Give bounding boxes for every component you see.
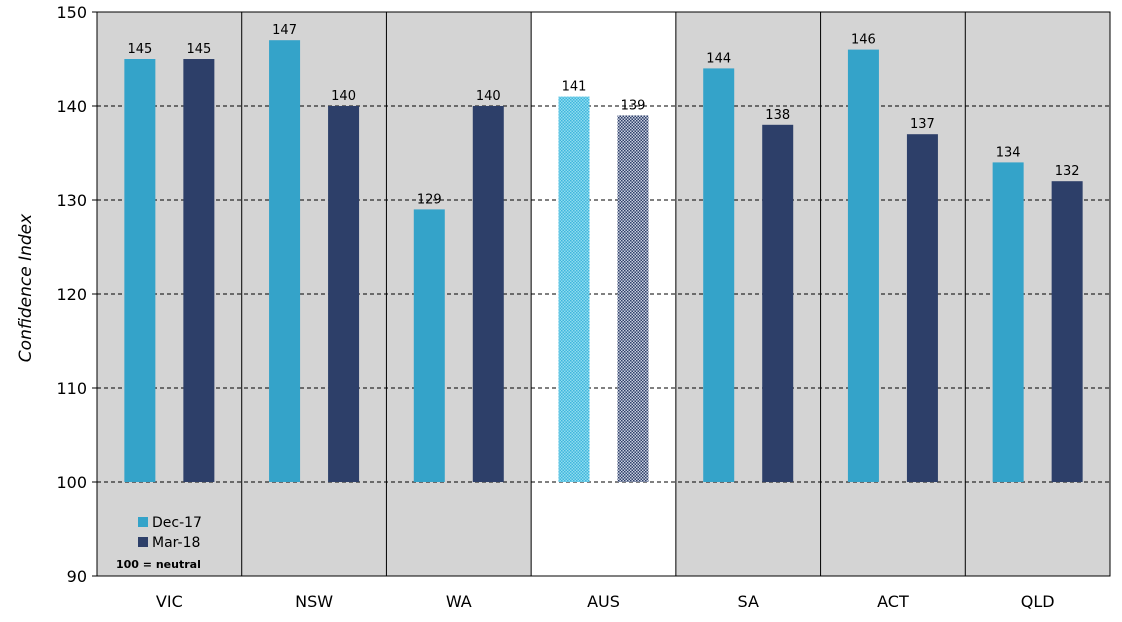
y-tick-label-90: 90 xyxy=(67,567,87,586)
legend-label-dec-17: Dec-17 xyxy=(152,515,202,531)
bar-wa-mar-18 xyxy=(472,106,504,482)
data-label-qld-mar-18: 132 xyxy=(1055,164,1080,179)
y-tick-label-100: 100 xyxy=(56,473,87,492)
bar-nsw-mar-18 xyxy=(328,106,360,482)
y-tick-label-150: 150 xyxy=(56,3,87,22)
bar-act-mar-18 xyxy=(906,134,938,482)
category-label-nsw: NSW xyxy=(295,592,333,611)
data-label-wa-dec-17: 129 xyxy=(417,192,442,207)
legend-label-mar-18: Mar-18 xyxy=(152,535,200,551)
y-axis-label: Confidence Index xyxy=(16,213,36,362)
data-label-nsw-dec-17: 147 xyxy=(272,23,297,38)
data-label-sa-dec-17: 144 xyxy=(706,51,731,66)
neutral-note: 100 = neutral xyxy=(116,558,201,571)
legend: Dec-17 Mar-18 100 = neutral xyxy=(116,515,202,571)
panel-act xyxy=(820,12,966,576)
data-label-sa-mar-18: 138 xyxy=(765,108,790,123)
bar-vic-mar-18 xyxy=(183,59,215,482)
category-label-vic: VIC xyxy=(156,592,183,611)
y-tick-label-110: 110 xyxy=(56,379,87,398)
bar-vic-dec-17 xyxy=(124,59,156,482)
bar-nsw-dec-17 xyxy=(269,40,301,482)
data-label-qld-dec-17: 134 xyxy=(996,145,1021,160)
data-label-act-dec-17: 146 xyxy=(851,33,876,48)
data-label-act-mar-18: 137 xyxy=(910,117,935,132)
panel-wa xyxy=(386,12,532,576)
bar-sa-mar-18 xyxy=(762,124,794,483)
bar-qld-dec-17 xyxy=(992,162,1024,482)
data-label-aus-dec-17: 141 xyxy=(562,80,587,95)
data-label-aus-mar-18: 139 xyxy=(621,98,646,113)
bar-wa-dec-17 xyxy=(413,209,445,482)
y-tick-label-130: 130 xyxy=(56,191,87,210)
legend-swatch-mar-18 xyxy=(138,537,148,547)
data-label-vic-dec-17: 145 xyxy=(127,42,152,57)
category-label-act: ACT xyxy=(877,592,909,611)
data-label-nsw-mar-18: 140 xyxy=(331,89,356,104)
y-tick-label-140: 140 xyxy=(56,97,87,116)
legend-swatch-dec-17 xyxy=(138,517,148,527)
bar-aus-dec-17 xyxy=(558,96,590,482)
data-label-wa-mar-18: 140 xyxy=(476,89,501,104)
category-label-wa: WA xyxy=(446,592,472,611)
data-label-vic-mar-18: 145 xyxy=(186,42,211,57)
category-label-aus: AUS xyxy=(587,592,620,611)
bar-qld-mar-18 xyxy=(1051,181,1083,482)
bar-aus-mar-18 xyxy=(617,115,649,483)
bar-sa-dec-17 xyxy=(703,68,735,483)
category-label-qld: QLD xyxy=(1021,592,1055,611)
bar-act-dec-17 xyxy=(847,49,879,482)
y-tick-label-120: 120 xyxy=(56,285,87,304)
category-label-sa: SA xyxy=(738,592,759,611)
